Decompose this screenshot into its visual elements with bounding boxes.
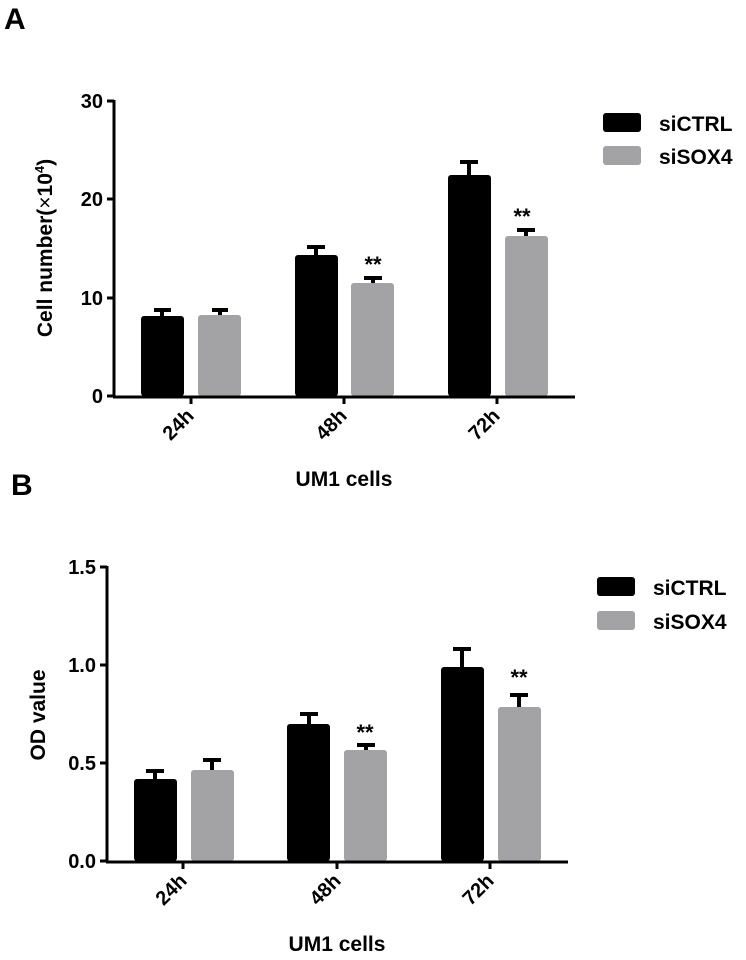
chart-a-xtick: 24h bbox=[159, 405, 199, 445]
panel-letter-b: B bbox=[11, 469, 33, 502]
chart-b-xtick: 24h bbox=[152, 870, 192, 910]
chart-b-y-label: OD value bbox=[27, 669, 50, 760]
legend-swatch-sisox4 bbox=[597, 611, 635, 630]
chart-b-legend: siCTRL siSOX4 bbox=[597, 577, 727, 634]
chart-a-bar-sisox4-48h bbox=[351, 283, 394, 396]
legend-swatch-sictrl bbox=[603, 113, 641, 132]
panel-letter-a: A bbox=[4, 3, 26, 36]
chart-b-ytick: 0.5 bbox=[68, 753, 96, 775]
chart-a-bar-sictrl-72h bbox=[448, 175, 491, 396]
chart-a-significance-72h: ** bbox=[513, 204, 531, 229]
chart-b-xtick: 72h bbox=[459, 870, 499, 910]
chart-b-bar-sisox4-72h bbox=[498, 707, 541, 861]
chart-a-ytick: 0 bbox=[92, 386, 103, 408]
legend-swatch-sictrl bbox=[597, 577, 635, 596]
chart-a-ytick: 10 bbox=[81, 288, 103, 310]
chart-b-bar-sisox4-48h bbox=[344, 750, 387, 861]
chart-a-legend: siCTRL siSOX4 bbox=[603, 113, 733, 169]
chart-b-bar-sictrl-72h bbox=[441, 667, 484, 861]
chart-a-x-label: UM1 cells bbox=[296, 468, 393, 491]
legend-swatch-sisox4 bbox=[603, 146, 641, 165]
chart-a-ytick: 20 bbox=[81, 189, 103, 211]
chart-b-ytick: 1.0 bbox=[68, 655, 96, 677]
legend-label-sisox4: siSOX4 bbox=[659, 146, 733, 169]
chart-a-significance-48h: ** bbox=[364, 252, 382, 277]
chart-a-bar-sictrl-24h bbox=[141, 316, 184, 396]
chart-a: 30 20 10 0 Cell number(×104) ** ** bbox=[32, 91, 733, 491]
chart-b-bar-sictrl-48h bbox=[287, 724, 330, 861]
chart-b-bar-sictrl-24h bbox=[134, 779, 177, 861]
chart-a-bar-sisox4-72h bbox=[505, 236, 548, 396]
chart-b-ytick: 1.5 bbox=[68, 557, 96, 579]
chart-b: 1.5 1.0 0.5 0.0 OD value ** ** 24h bbox=[27, 557, 727, 956]
chart-a-y-label: Cell number(×104) bbox=[32, 159, 57, 337]
chart-b-bar-sisox4-24h bbox=[191, 770, 234, 861]
chart-a-bar-sisox4-24h bbox=[198, 315, 241, 396]
chart-a-xtick: 72h bbox=[465, 405, 505, 445]
chart-a-xtick: 48h bbox=[312, 405, 352, 445]
legend-label-sictrl: siCTRL bbox=[659, 113, 733, 136]
legend-label-sictrl: siCTRL bbox=[653, 577, 727, 600]
legend-label-sisox4: siSOX4 bbox=[653, 611, 727, 634]
chart-b-x-label: UM1 cells bbox=[289, 933, 386, 956]
chart-b-significance-72h: ** bbox=[510, 665, 528, 690]
chart-b-xtick: 48h bbox=[306, 870, 346, 910]
chart-b-significance-48h: ** bbox=[356, 720, 374, 745]
chart-a-bar-sictrl-48h bbox=[295, 255, 338, 396]
chart-a-ytick: 30 bbox=[81, 91, 103, 113]
chart-b-ytick: 0.0 bbox=[68, 851, 96, 873]
